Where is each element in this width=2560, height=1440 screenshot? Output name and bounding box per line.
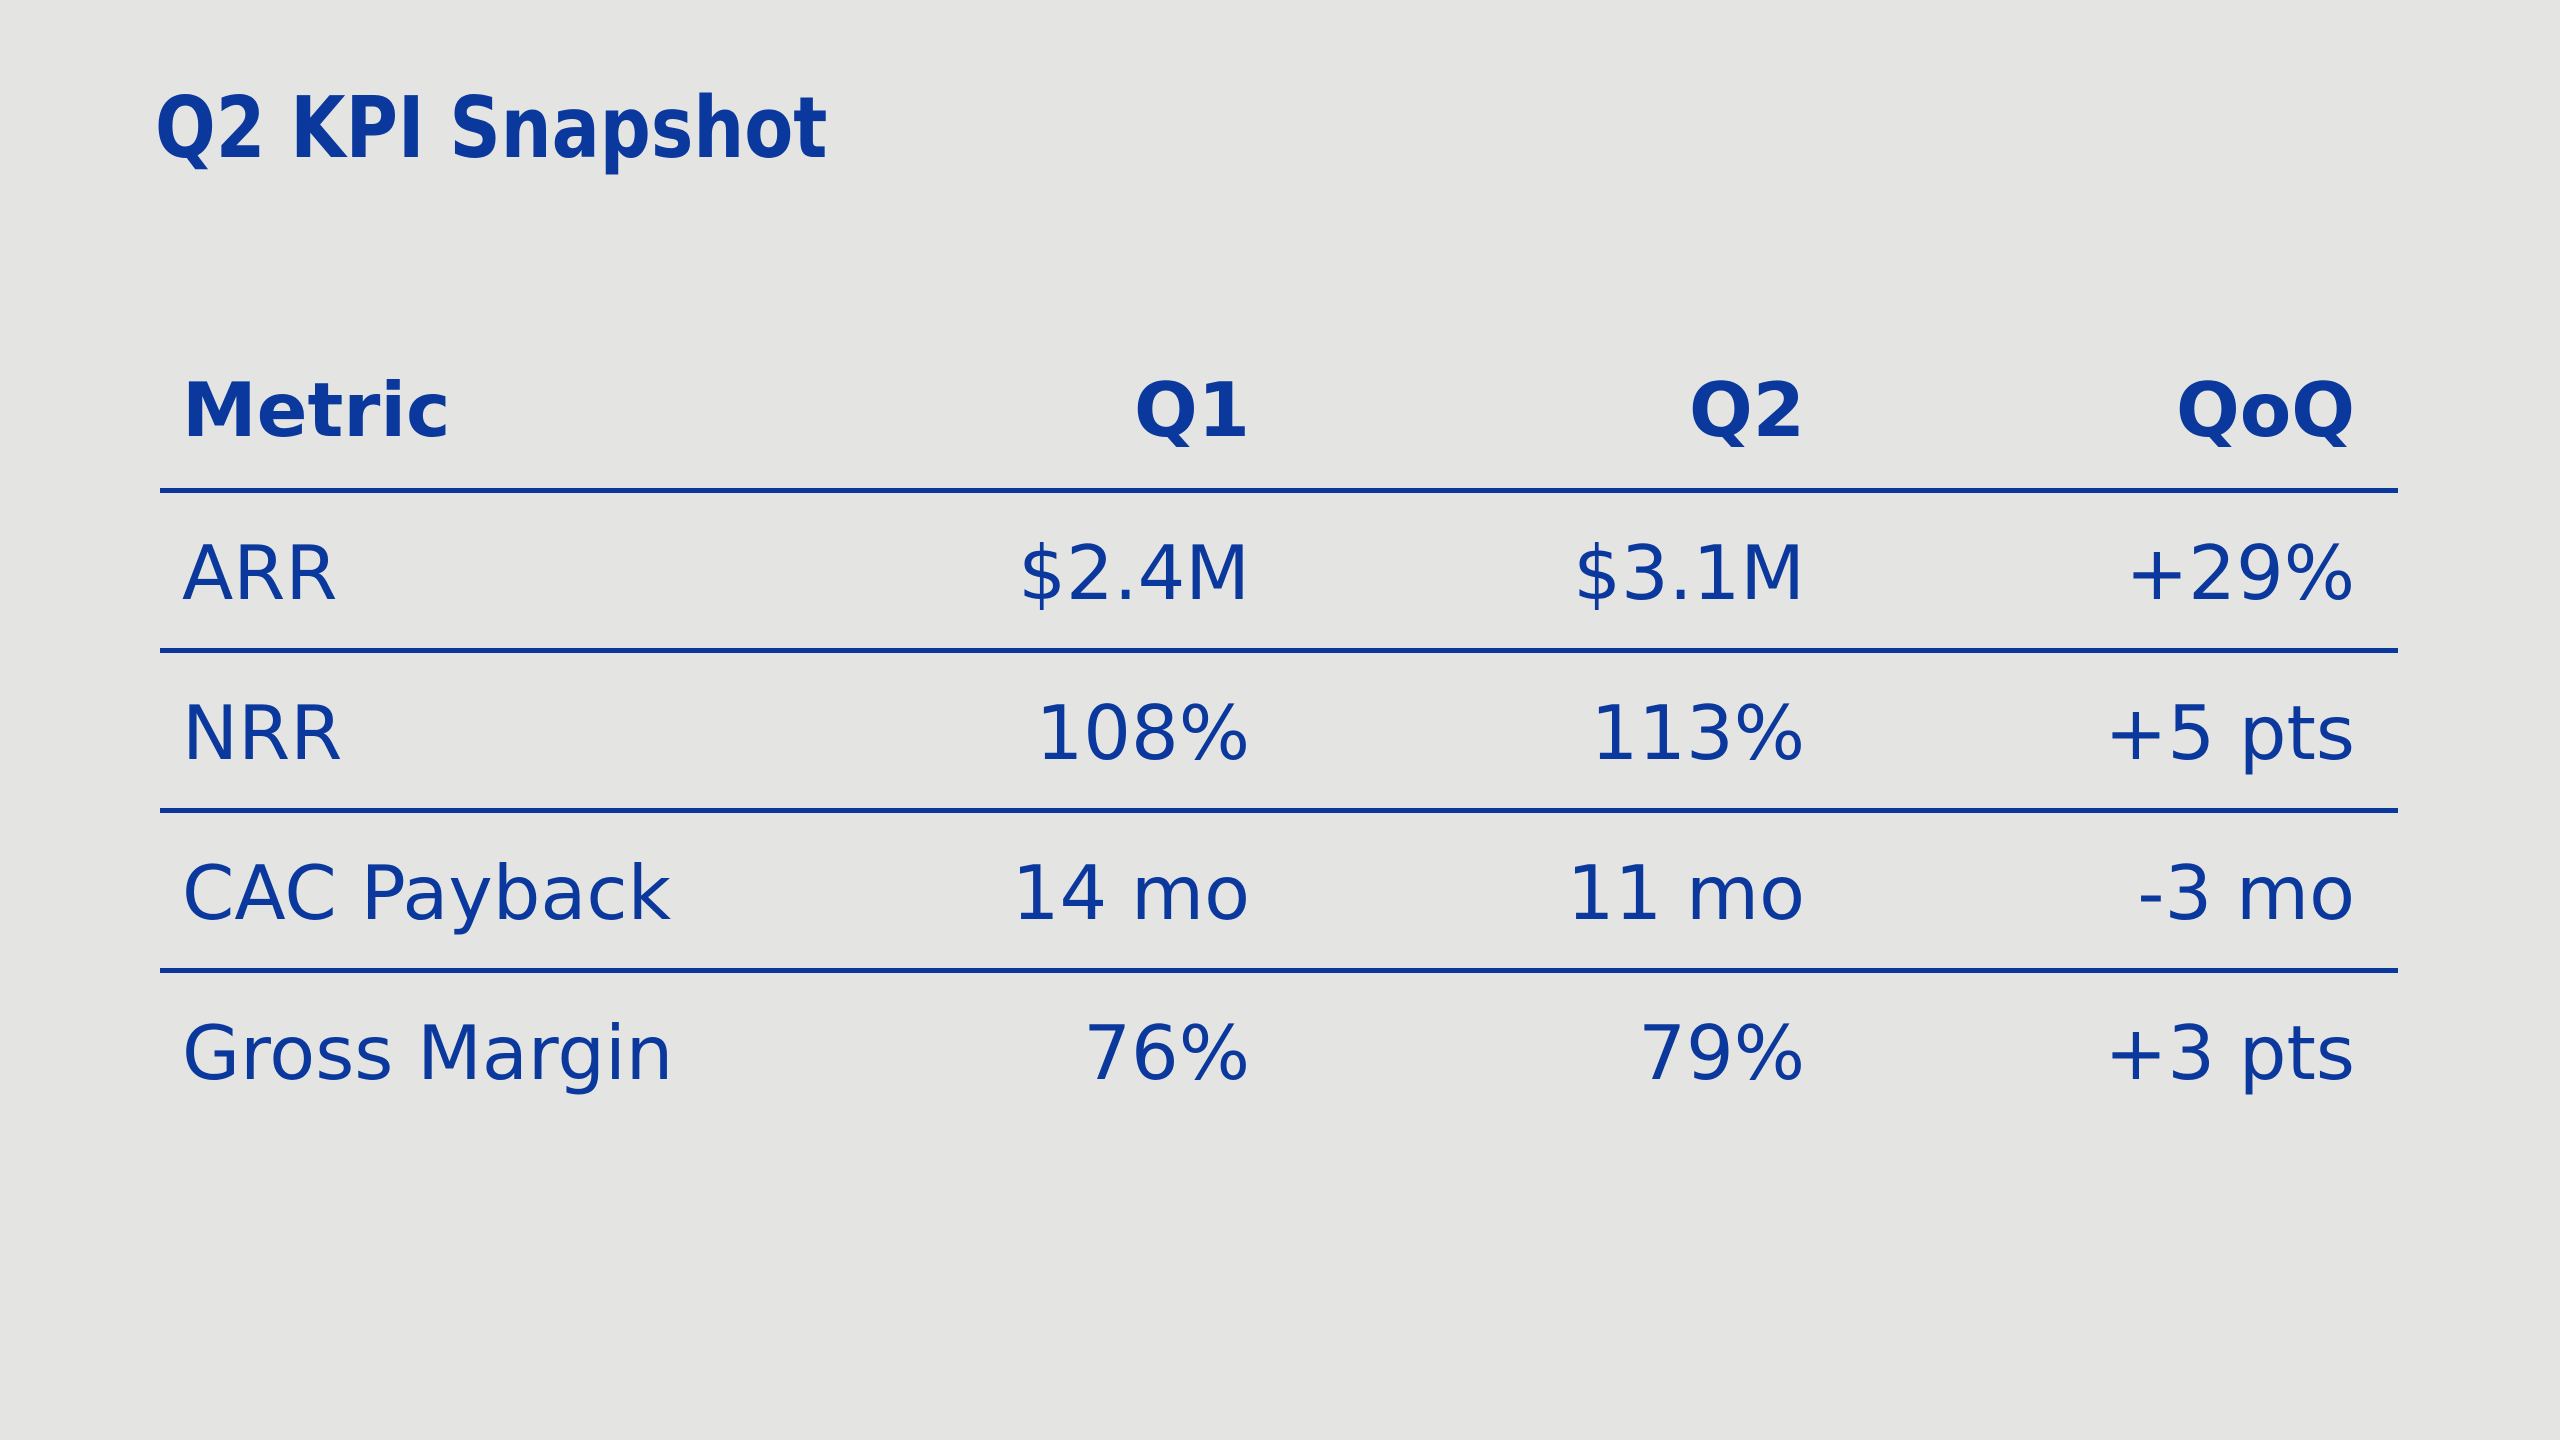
- cell-q1: $2.4M: [1018, 529, 1250, 617]
- cell-q2: 113%: [1590, 689, 1805, 777]
- column-header-q2: Q2: [1689, 373, 1805, 454]
- cell-metric: ARR: [182, 529, 338, 617]
- table-row: Gross Margin 76% 79% +3 pts: [160, 973, 2398, 1133]
- cell-q1: 76%: [1083, 1009, 1250, 1097]
- page-title: Q2 KPI Snapshot: [155, 79, 828, 178]
- cell-qoq: +5 pts: [2104, 689, 2356, 777]
- column-header-metric: Metric: [182, 373, 451, 454]
- cell-q1: 14 mo: [1011, 849, 1250, 937]
- cell-qoq: +29%: [2125, 529, 2355, 617]
- cell-q2: 11 mo: [1566, 849, 1805, 937]
- table-row: ARR $2.4M $3.1M +29%: [160, 493, 2398, 653]
- table-header-row: Metric Q1 Q2 QoQ: [160, 333, 2398, 493]
- cell-metric: CAC Payback: [182, 849, 672, 937]
- cell-qoq: -3 mo: [2137, 849, 2355, 937]
- cell-metric: NRR: [182, 689, 343, 777]
- cell-metric: Gross Margin: [182, 1009, 674, 1097]
- column-header-qoq: QoQ: [2175, 373, 2355, 454]
- kpi-table: Metric Q1 Q2 QoQ ARR $2.4M $3.1M +29% NR…: [160, 333, 2398, 1133]
- table-row: NRR 108% 113% +5 pts: [160, 653, 2398, 813]
- cell-q1: 108%: [1035, 689, 1250, 777]
- column-header-q1: Q1: [1134, 373, 1250, 454]
- table-row: CAC Payback 14 mo 11 mo -3 mo: [160, 813, 2398, 973]
- cell-qoq: +3 pts: [2104, 1009, 2356, 1097]
- cell-q2: 79%: [1638, 1009, 1805, 1097]
- cell-q2: $3.1M: [1573, 529, 1805, 617]
